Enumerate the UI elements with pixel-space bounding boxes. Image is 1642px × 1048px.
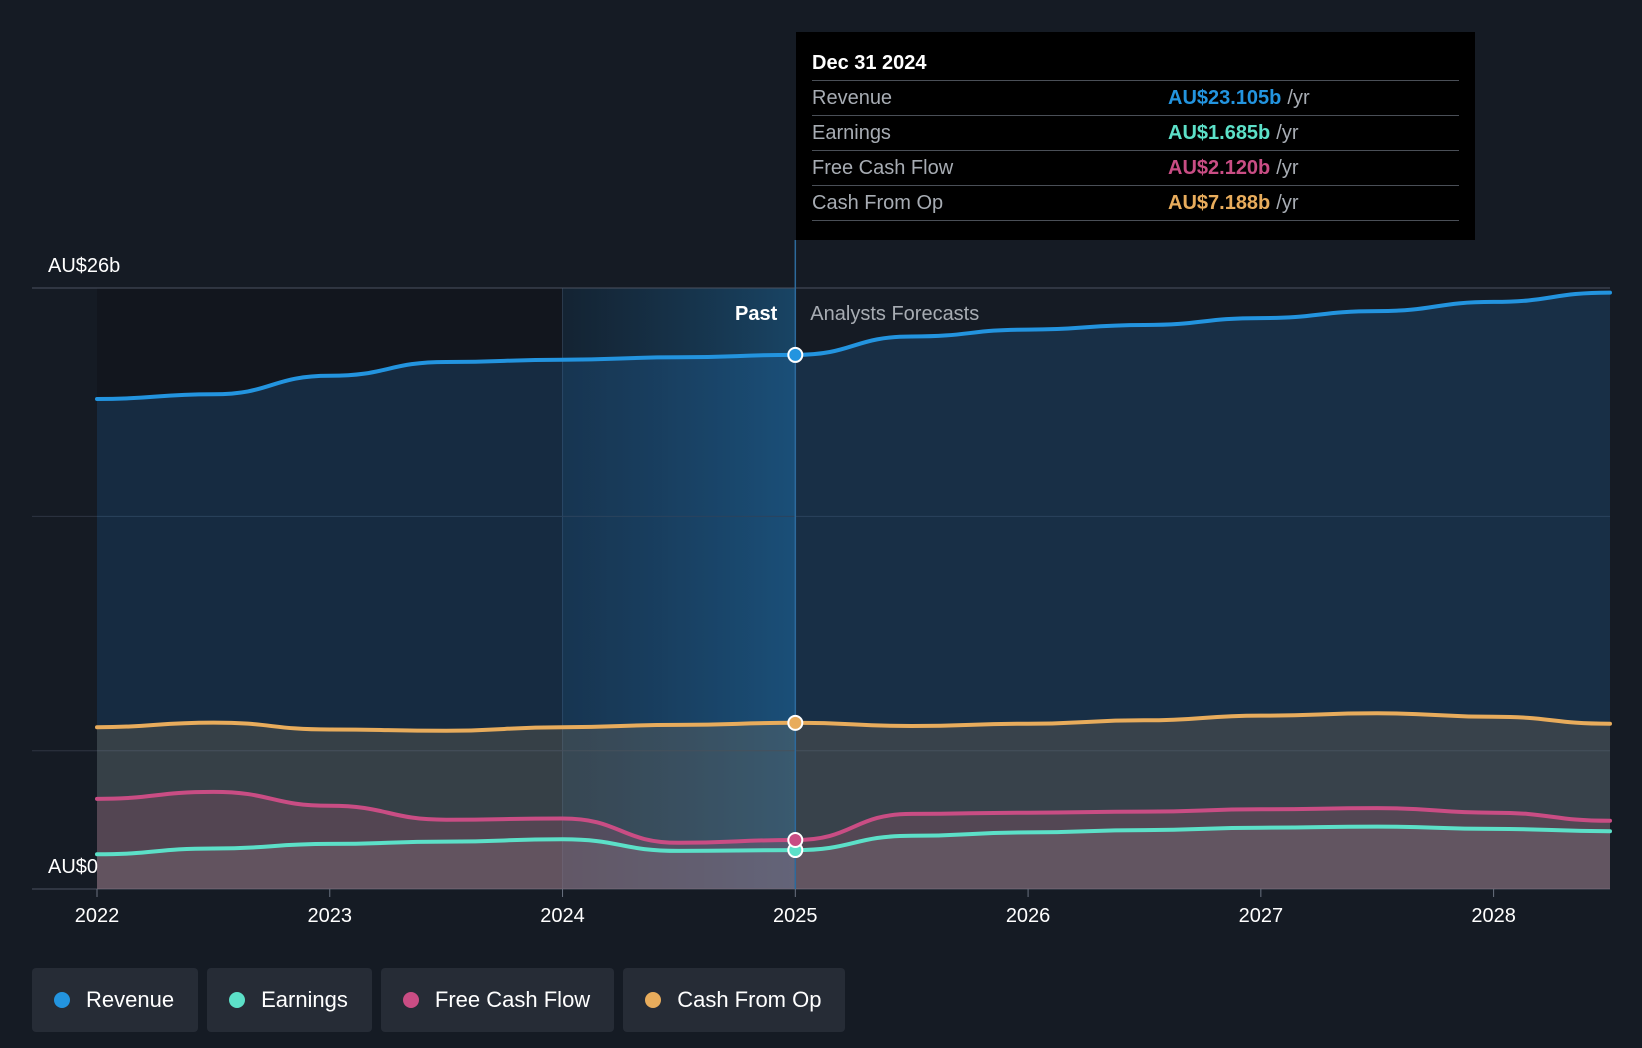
legend-item-free-cash-flow[interactable]: Free Cash Flow bbox=[380, 968, 615, 1032]
cash-from-op-area bbox=[97, 713, 1610, 889]
tooltip-value: AU$23.105b bbox=[1168, 87, 1282, 109]
legend: Revenue Earnings Free Cash Flow Cash Fro… bbox=[32, 968, 846, 1032]
tooltip-label: Cash From Op bbox=[812, 192, 944, 214]
revenue-area bbox=[97, 292, 1610, 890]
cash-from-op-line bbox=[95, 711, 1612, 733]
x-tick-label-2024: 2024 bbox=[540, 905, 585, 927]
revenue-marker bbox=[787, 346, 804, 363]
free-cash-flow-line bbox=[95, 789, 1612, 845]
x-tick-label-2022: 2022 bbox=[75, 905, 120, 927]
free-cash-flow-area bbox=[97, 791, 1610, 889]
tooltip-value: AU$2.120b bbox=[1168, 157, 1271, 179]
tooltip-value: AU$7.188b bbox=[1168, 192, 1271, 214]
tooltip: Dec 31 2024 Revenue AU$23.105b /yr Earni… bbox=[796, 32, 1475, 240]
legend-label: Free Cash Flow bbox=[434, 987, 591, 1012]
axis-labels: AU$26b AU$0 Past Analysts Forecasts 2022 2023… bbox=[48, 255, 1516, 927]
divider-markers bbox=[787, 240, 804, 889]
revenue-line bbox=[95, 290, 1612, 401]
earnings-line bbox=[95, 824, 1612, 857]
tooltip-date: Dec 31 2024 bbox=[812, 46, 1459, 81]
revenue-dot-icon bbox=[54, 992, 70, 1008]
past-region-shading bbox=[97, 288, 796, 889]
gridlines bbox=[32, 287, 1610, 897]
earnings-dot-icon bbox=[229, 992, 246, 1008]
tooltip-value: AU$1.685b bbox=[1168, 122, 1271, 144]
cash-from-op-marker bbox=[787, 714, 804, 731]
past-label: Past bbox=[735, 303, 778, 325]
x-tick-label-2025: 2025 bbox=[773, 905, 818, 927]
x-tick-label-2028: 2028 bbox=[1471, 905, 1516, 927]
tooltip-unit: /yr bbox=[1287, 87, 1310, 109]
tooltip-row-revenue: Revenue AU$23.105b /yr bbox=[812, 81, 1459, 116]
past-highlight-band bbox=[562, 288, 796, 889]
legend-label: Cash From Op bbox=[677, 987, 822, 1012]
tooltip-label: Earnings bbox=[812, 122, 891, 144]
series-lines bbox=[95, 290, 1612, 857]
tooltip-label: Free Cash Flow bbox=[812, 157, 954, 179]
x-tick-label-2023: 2023 bbox=[308, 905, 353, 927]
legend-item-earnings[interactable]: Earnings bbox=[207, 968, 372, 1032]
tooltip-label: Revenue bbox=[812, 87, 893, 109]
free-cash-flow-marker bbox=[787, 831, 804, 848]
y-axis-min-label: AU$0 bbox=[48, 856, 98, 878]
tooltip-row-free-cash-flow: Free Cash Flow AU$2.120b /yr bbox=[812, 151, 1459, 186]
cash-from-op-dot-icon bbox=[645, 992, 662, 1008]
y-axis-max-label: AU$26b bbox=[48, 255, 120, 277]
legend-item-revenue[interactable]: Revenue bbox=[32, 968, 199, 1032]
tooltip-unit: /yr bbox=[1276, 192, 1299, 214]
legend-label: Revenue bbox=[86, 987, 175, 1012]
x-tick-label-2026: 2026 bbox=[1006, 905, 1051, 927]
free-cash-flow-dot-icon bbox=[402, 992, 419, 1008]
tooltip-row-earnings: Earnings AU$1.685b /yr bbox=[812, 116, 1459, 151]
x-tick-label-2027: 2027 bbox=[1239, 905, 1284, 927]
legend-label: Earnings bbox=[261, 987, 348, 1012]
tooltip-unit: /yr bbox=[1276, 157, 1299, 179]
legend-item-cash-from-op[interactable]: Cash From Op bbox=[623, 968, 846, 1032]
tooltip-unit: /yr bbox=[1276, 122, 1299, 144]
forecast-label: Analysts Forecasts bbox=[810, 303, 979, 325]
series-areas bbox=[97, 292, 1610, 890]
tooltip-row-cash-from-op: Cash From Op AU$7.188b /yr bbox=[812, 186, 1459, 221]
